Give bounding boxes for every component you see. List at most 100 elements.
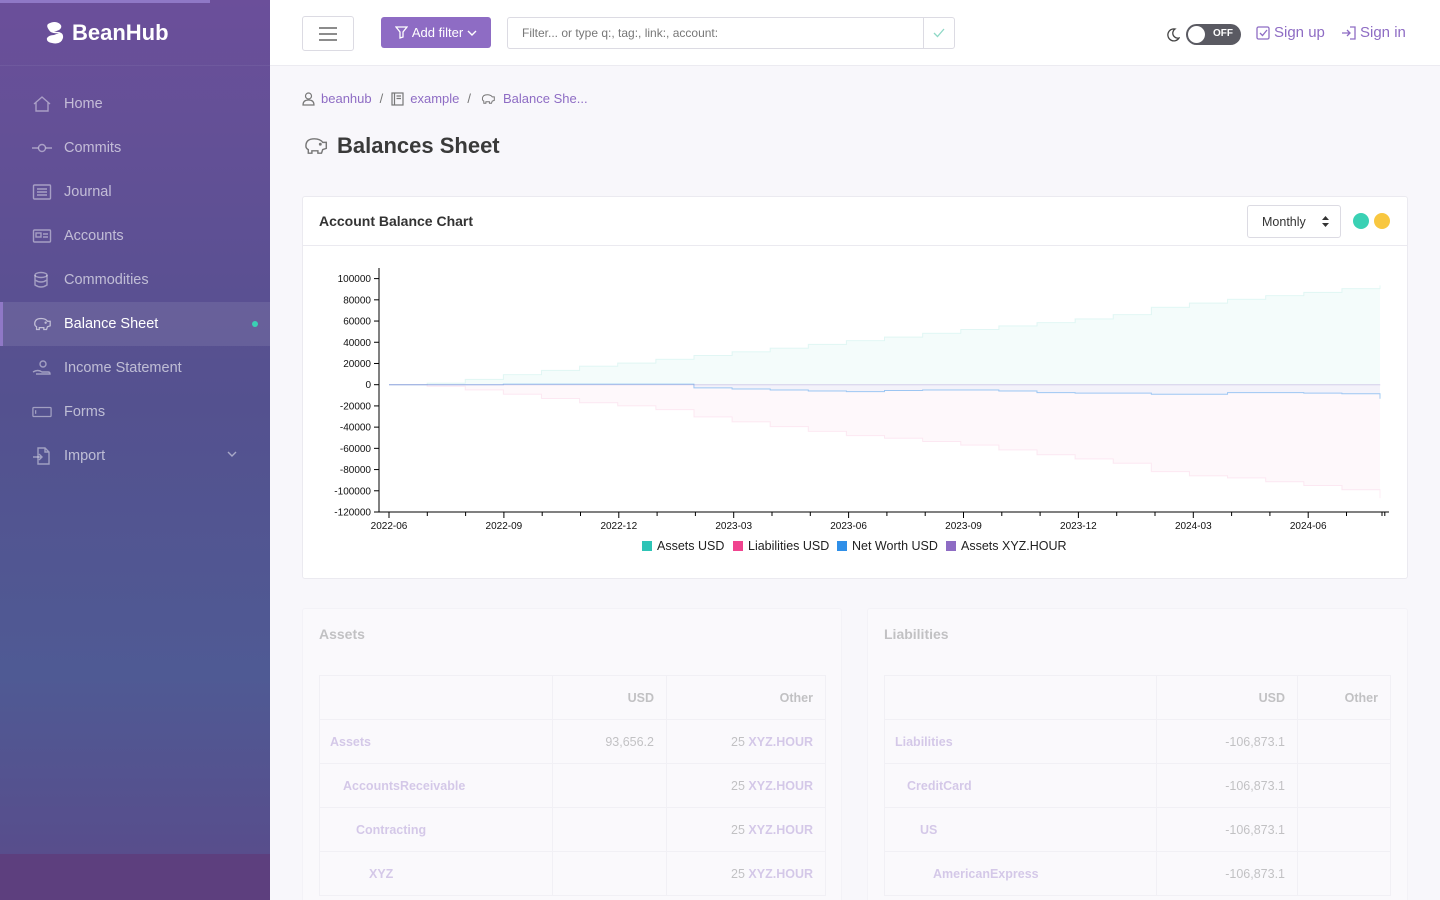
account-link[interactable]: Contracting [319,807,553,852]
usd-value: -106,873.1 [1156,763,1298,808]
top-header: Add filter OFF Sign up Sign in [270,0,1440,66]
series-line-1 [389,384,1381,499]
account-balance-chart-card: Account Balance Chart Monthly 100000 8000… [302,196,1408,579]
usd-value: 93,656.2 [552,719,667,764]
other-qty: 25 [731,822,745,837]
chart-card-title: Account Balance Chart [319,213,474,229]
book-icon [391,91,404,106]
column-header [884,675,1157,720]
commit-icon [32,138,52,158]
sidebar-item-label: Income Statement [64,360,182,376]
table-row: Contracting 25 XYZ.HOUR [319,807,826,852]
y-tick-label: -60000 [340,444,372,455]
sidebar-nav: Home Commits Journal Accounts Commoditie… [0,82,270,478]
sign-in-icon [1342,25,1356,40]
breadcrumb-current[interactable]: Balance She... [479,91,588,106]
sidebar-item-accounts[interactable]: Accounts [0,214,270,258]
assets-table: USD Other Assets 93,656.2 25 XYZ.HOUR Ac… [319,675,826,896]
y-tick-label: 20000 [343,359,371,370]
sidebar: BeanHub Home Commits Journal Accounts Co… [0,0,270,900]
toggle-knob [1188,26,1205,43]
account-link[interactable]: AmericanExpress [884,851,1157,896]
commodity-link[interactable]: XYZ.HOUR [748,822,813,837]
y-tick-label: 60000 [343,317,371,328]
home-icon [32,94,52,114]
table-row: AmericanExpress -106,873.1 [884,851,1391,896]
period-select-value: Monthly [1262,214,1306,229]
sidebar-item-import[interactable]: Import [0,434,270,478]
y-tick-label: 100000 [338,274,372,285]
brand-logo[interactable]: BeanHub [0,0,270,66]
sign-in-link[interactable]: Sign in [1341,24,1406,41]
account-link[interactable]: AccountsReceivable [319,763,553,808]
color-dot-yellow[interactable] [1374,213,1390,229]
other-value [1297,763,1391,808]
x-tick-label: 2023-09 [945,521,982,532]
piggy-bank-icon [481,93,495,104]
legend-label: Net Worth USD [852,539,938,553]
usd-value [552,851,667,896]
sidebar-item-forms[interactable]: Forms [0,390,270,434]
assets-card: Assets USD Other Assets 93,656.2 25 XYZ.… [302,608,842,900]
table-row: CreditCard -106,873.1 [884,763,1391,808]
y-tick-label: 80000 [343,295,371,306]
sidebar-item-commodities[interactable]: Commodities [0,258,270,302]
x-tick-label: 2023-03 [715,521,752,532]
sidebar-item-journal[interactable]: Journal [0,170,270,214]
search-submit-button[interactable] [923,17,955,49]
menu-toggle-button[interactable] [302,16,354,51]
table-row: AccountsReceivable 25 XYZ.HOUR [319,763,826,808]
legend-swatch [837,541,847,551]
dark-mode-toggle[interactable]: OFF [1186,24,1241,45]
breadcrumb: beanhub / example / Balance She... [302,91,588,106]
account-link[interactable]: XYZ [319,851,553,896]
sidebar-item-label: Commodities [64,272,149,288]
toggle-state: OFF [1213,28,1233,39]
x-tick-label: 2022-12 [600,521,637,532]
commodity-link[interactable]: XYZ.HOUR [748,734,813,749]
column-header-other: Other [666,675,826,720]
liabilities-table: USD Other Liabilities -106,873.1 CreditC… [884,675,1391,896]
sidebar-item-label: Balance Sheet [64,316,159,332]
chevron-down-icon[interactable] [226,448,238,464]
sign-up-link[interactable]: Sign up [1256,24,1325,41]
account-link[interactable]: CreditCard [884,763,1157,808]
sidebar-item-home[interactable]: Home [0,82,270,126]
other-value: 25 XYZ.HOUR [666,719,826,764]
other-value [1297,807,1391,852]
sidebar-footer [0,854,270,900]
sidebar-item-balance-sheet[interactable]: Balance Sheet [0,302,270,346]
table-row: Assets 93,656.2 25 XYZ.HOUR [319,719,826,764]
account-link[interactable]: US [884,807,1157,852]
commodity-link[interactable]: XYZ.HOUR [748,866,813,881]
account-link[interactable]: Liabilities [884,719,1157,764]
breadcrumb-separator: / [467,91,472,106]
hamburger-icon [319,26,337,41]
add-filter-button[interactable]: Add filter [381,17,491,48]
piggy-bank-icon [305,138,328,154]
breadcrumb-user-label: beanhub [321,91,372,106]
filter-search-input[interactable] [507,17,924,49]
legend-swatch [733,541,743,551]
theme-switch: OFF [1166,24,1241,45]
breadcrumb-current-label: Balance She... [503,91,588,106]
column-header-usd: USD [1156,675,1298,720]
active-indicator-dot [252,321,258,327]
breadcrumb-user[interactable]: beanhub [302,91,372,106]
sidebar-item-income-statement[interactable]: Income Statement [0,346,270,390]
series-line-2 [389,383,1381,399]
commodity-link[interactable]: XYZ.HOUR [748,778,813,793]
sign-up-label: Sign up [1274,24,1325,41]
account-balance-chart: 100000 80000 60000 40000 20000 0 -20000 -40000 -… [334,268,1389,553]
period-select[interactable]: Monthly [1247,205,1341,238]
sidebar-item-label: Journal [64,184,112,200]
series-area-1 [389,384,1380,499]
breadcrumb-repo[interactable]: example [391,91,459,106]
color-dot-teal[interactable] [1353,213,1369,229]
y-tick-label: 40000 [343,338,371,349]
account-link[interactable]: Assets [319,719,553,764]
brand-name: BeanHub [72,19,169,45]
usd-value [552,763,667,808]
piggy-bank-icon [32,314,52,334]
sidebar-item-commits[interactable]: Commits [0,126,270,170]
